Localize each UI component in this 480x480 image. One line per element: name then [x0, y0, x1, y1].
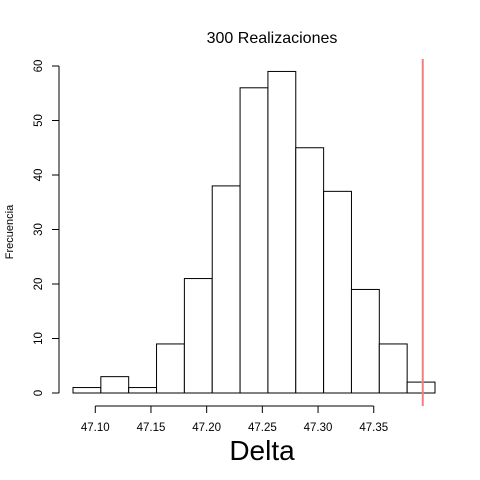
histogram-bar — [157, 344, 185, 393]
histogram-bar — [240, 88, 268, 393]
x-tick-label: 47.15 — [137, 422, 166, 434]
x-axis-label: Delta — [229, 435, 295, 466]
x-tick-label: 47.25 — [248, 422, 277, 434]
histogram-bar — [379, 344, 407, 393]
histogram-bar — [268, 71, 296, 393]
histogram-bars — [73, 71, 435, 393]
y-tick-label: 30 — [33, 223, 45, 236]
y-tick-label: 60 — [33, 60, 45, 73]
x-tick-label: 47.35 — [359, 422, 388, 434]
y-tick-label: 0 — [33, 390, 45, 396]
x-tick-label: 47.20 — [192, 422, 221, 434]
y-tick-label: 20 — [33, 278, 45, 291]
histogram-bar — [296, 148, 324, 393]
y-tick-label: 10 — [33, 332, 45, 345]
y-axis-label: Frecuencia — [4, 204, 16, 259]
histogram-bar — [73, 388, 101, 393]
histogram-bar — [324, 191, 352, 393]
histogram-bar — [407, 382, 435, 393]
histogram-bar — [101, 377, 129, 393]
chart-title: 300 Realizaciones — [207, 30, 338, 47]
x-tick-label: 47.30 — [304, 422, 333, 434]
x-tick-label: 47.10 — [81, 422, 110, 434]
histogram-bar — [212, 186, 240, 393]
x-axis: 47.10 47.15 47.20 47.25 47.30 47.35 — [81, 406, 388, 434]
histogram-bar — [129, 388, 157, 393]
y-tick-label: 50 — [33, 114, 45, 127]
histogram-bar — [184, 279, 212, 393]
y-tick-label: 40 — [33, 169, 45, 182]
histogram-bar — [351, 289, 379, 393]
y-axis: 0 10 20 30 40 50 60 — [33, 60, 59, 397]
